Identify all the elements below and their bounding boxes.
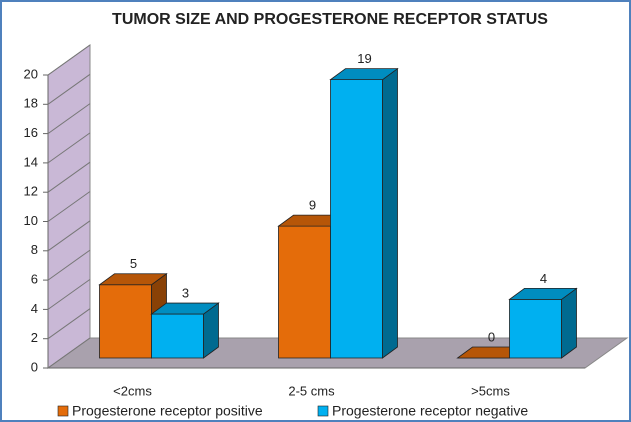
y-tick-label: 2 bbox=[31, 330, 38, 345]
x-tick-label: <2cms bbox=[113, 383, 152, 398]
bar-front bbox=[99, 284, 152, 359]
data-label: 5 bbox=[130, 256, 137, 271]
data-label: 3 bbox=[182, 285, 189, 300]
grid-line bbox=[47, 103, 91, 135]
y-tick-label: 14 bbox=[24, 154, 38, 169]
y-tick-label: 20 bbox=[24, 66, 38, 81]
bar-side bbox=[561, 287, 577, 359]
grid-line bbox=[47, 249, 91, 281]
y-tick-label: 4 bbox=[31, 301, 38, 316]
bar-front bbox=[278, 225, 331, 359]
grid-line bbox=[47, 337, 91, 369]
y-tick-label: 6 bbox=[31, 272, 38, 287]
legend-swatch bbox=[57, 405, 69, 417]
bar-top bbox=[329, 68, 399, 81]
data-label: 4 bbox=[540, 271, 547, 286]
grid-line bbox=[47, 191, 91, 222]
grid-line bbox=[47, 220, 91, 252]
grid-line bbox=[47, 278, 91, 310]
grid-line bbox=[47, 308, 91, 340]
grid-line bbox=[47, 132, 91, 164]
y-tick-label: 8 bbox=[31, 242, 38, 257]
y-tick-label: 10 bbox=[24, 213, 38, 228]
legend-swatch bbox=[317, 405, 329, 417]
legend-label: Progesterone receptor positive bbox=[72, 403, 263, 419]
data-label: 19 bbox=[357, 51, 371, 66]
y-tick-label: 18 bbox=[24, 96, 38, 111]
y-tick-label: 12 bbox=[24, 184, 38, 199]
y-tick-label: 16 bbox=[24, 125, 38, 140]
bar-front bbox=[151, 313, 204, 359]
legend-label: Progesterone receptor negative bbox=[332, 403, 528, 419]
chart-title: TUMOR SIZE AND PROGESTERONE RECEPTOR STA… bbox=[112, 11, 548, 28]
data-label: 9 bbox=[309, 198, 316, 213]
bar bbox=[150, 302, 220, 359]
grid-line bbox=[47, 44, 91, 76]
bar-top bbox=[98, 273, 168, 286]
bar-front bbox=[509, 298, 562, 359]
x-tick-label: 2-5 cms bbox=[288, 383, 335, 398]
grid-line bbox=[47, 73, 91, 105]
bar-top bbox=[508, 287, 578, 300]
grid-line bbox=[47, 161, 91, 193]
data-label: 0 bbox=[488, 329, 495, 344]
y-tick-label: 0 bbox=[31, 359, 38, 374]
bar bbox=[329, 67, 399, 359]
x-tick-label: >5cms bbox=[471, 383, 510, 398]
bar bbox=[508, 287, 578, 359]
bar-top bbox=[150, 302, 220, 315]
bar-front bbox=[330, 79, 383, 359]
bar-side bbox=[382, 67, 398, 359]
